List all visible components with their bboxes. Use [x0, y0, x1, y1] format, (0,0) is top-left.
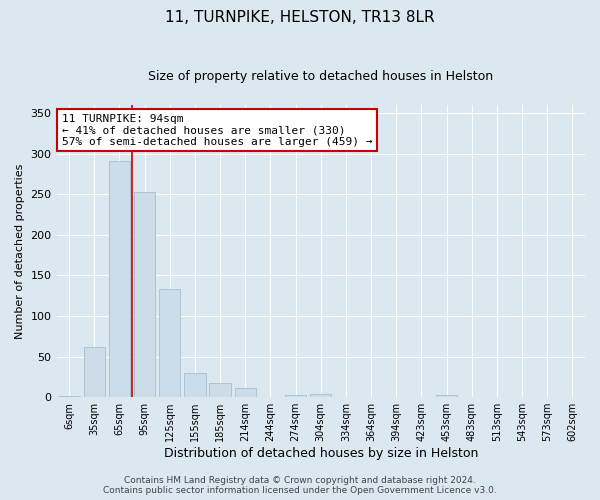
Bar — [159, 290, 181, 397]
Bar — [109, 161, 130, 397]
Bar — [83, 347, 105, 397]
Bar — [235, 388, 256, 397]
Bar — [310, 394, 331, 397]
Text: Contains HM Land Registry data © Crown copyright and database right 2024.
Contai: Contains HM Land Registry data © Crown c… — [103, 476, 497, 495]
Bar — [134, 192, 155, 397]
Title: Size of property relative to detached houses in Helston: Size of property relative to detached ho… — [148, 70, 493, 83]
Text: 11 TURNPIKE: 94sqm
← 41% of detached houses are smaller (330)
57% of semi-detach: 11 TURNPIKE: 94sqm ← 41% of detached hou… — [62, 114, 373, 147]
Bar — [436, 395, 457, 397]
Bar — [184, 373, 206, 397]
Y-axis label: Number of detached properties: Number of detached properties — [15, 164, 25, 339]
Bar — [209, 382, 231, 397]
Bar — [58, 396, 80, 397]
Bar — [285, 395, 307, 397]
X-axis label: Distribution of detached houses by size in Helston: Distribution of detached houses by size … — [164, 447, 478, 460]
Text: 11, TURNPIKE, HELSTON, TR13 8LR: 11, TURNPIKE, HELSTON, TR13 8LR — [165, 10, 435, 25]
